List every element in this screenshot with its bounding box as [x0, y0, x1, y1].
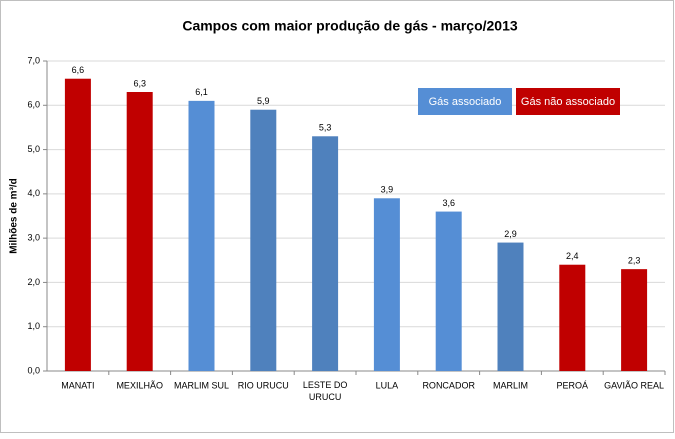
data-label: 6,1: [195, 87, 208, 97]
y-tick-label: 6,0: [27, 100, 40, 110]
legend-label: Gás não associado: [521, 96, 615, 108]
bar: [250, 109, 277, 371]
y-tick-label: 0,0: [27, 365, 40, 375]
legend-box: [418, 88, 512, 115]
y-tick-label: 1,0: [27, 321, 40, 331]
data-label: 3,9: [381, 185, 394, 195]
x-tick-label: MEXILHÃO: [116, 380, 163, 390]
x-tick-label: GAVIÃO REAL: [604, 380, 664, 390]
x-tick-label: MARLIM SUL: [174, 380, 229, 390]
chart-title: Campos com maior produção de gás - março…: [182, 18, 518, 34]
y-tick-label: 2,0: [27, 277, 40, 287]
legend-box: [516, 88, 620, 115]
data-label: 2,3: [628, 256, 641, 266]
legend-label: Gás associado: [429, 96, 502, 108]
bar: [312, 136, 339, 371]
x-tick-label: RONCADOR: [422, 380, 475, 390]
y-tick-label: 7,0: [27, 55, 40, 65]
x-tick-label: LULA: [376, 380, 399, 390]
bar: [559, 264, 586, 371]
y-axis-label: Milhões de m³/d: [9, 178, 20, 254]
y-tick-label: 3,0: [27, 233, 40, 243]
data-label: 2,9: [504, 229, 517, 239]
x-tick-label: LESTE DO URUCU: [303, 380, 348, 402]
bar: [126, 92, 153, 371]
data-label: 6,3: [133, 78, 146, 88]
x-tick-label: MANATI: [61, 380, 94, 390]
data-label: 2,4: [566, 251, 579, 261]
bar: [188, 100, 215, 371]
bar: [64, 78, 91, 371]
x-tick-label: MARLIM: [493, 380, 528, 390]
data-label: 5,3: [319, 123, 332, 133]
x-tick-label: RIO URUCU: [238, 380, 289, 390]
y-tick-label: 4,0: [27, 188, 40, 198]
bar: [435, 211, 462, 371]
data-label: 6,6: [72, 65, 85, 75]
x-tick-label: PEROÁ: [557, 380, 589, 390]
bar: [497, 242, 524, 371]
bar: [621, 269, 648, 371]
data-label: 5,9: [257, 96, 270, 106]
data-label: 3,6: [442, 198, 455, 208]
y-tick-label: 5,0: [27, 144, 40, 154]
bar: [373, 198, 400, 371]
